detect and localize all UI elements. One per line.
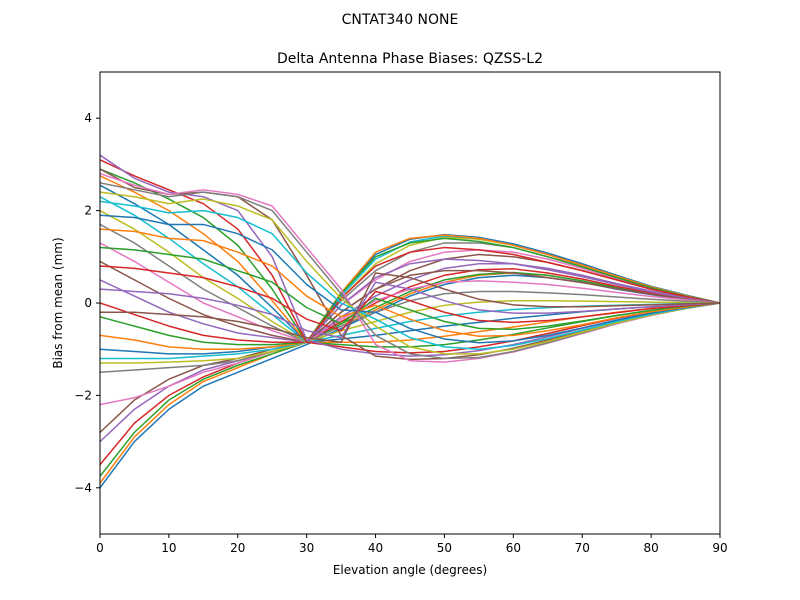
figure-suptitle: CNTAT340 NONE xyxy=(342,12,459,28)
series-line-16 xyxy=(100,260,720,344)
series-line-14 xyxy=(100,246,720,344)
y-axis: −4 −2 0 2 4 xyxy=(74,111,100,495)
series-line-11 xyxy=(100,233,720,355)
series-layer xyxy=(100,154,720,489)
x-tick-label: 70 xyxy=(575,541,590,555)
y-tick-label: 4 xyxy=(84,111,92,125)
x-tick-label: 20 xyxy=(230,541,245,555)
x-tick-label: 50 xyxy=(437,541,452,555)
series-line-4 xyxy=(100,268,720,466)
series-line-27 xyxy=(100,172,720,363)
series-line-32 xyxy=(100,228,720,338)
series-line-15 xyxy=(100,258,720,344)
series-line-5 xyxy=(100,262,720,443)
y-tick-label: 0 xyxy=(84,296,92,310)
series-line-1 xyxy=(100,274,720,489)
y-tick-label: −2 xyxy=(74,388,92,402)
x-tick-label: 60 xyxy=(506,541,521,555)
plot-frame xyxy=(99,71,721,535)
series-line-29 xyxy=(100,191,720,355)
series-line-12 xyxy=(100,234,720,350)
y-tick-label: −4 xyxy=(74,481,92,495)
series-line-36 xyxy=(100,272,720,344)
x-tick-label: 80 xyxy=(643,541,658,555)
x-tick-label: 0 xyxy=(96,541,104,555)
x-tick-label: 40 xyxy=(368,541,383,555)
y-tick-label: 2 xyxy=(84,204,92,218)
x-tick-label: 30 xyxy=(299,541,314,555)
series-line-7 xyxy=(100,249,720,406)
chart-title: Delta Antenna Phase Biases: QZSS-L2 xyxy=(277,51,543,67)
x-axis-label: Elevation angle (degrees) xyxy=(333,563,487,577)
series-line-30 xyxy=(100,200,720,350)
series-line-33 xyxy=(100,246,720,331)
x-tick-label: 90 xyxy=(712,541,727,555)
x-tick-label: 10 xyxy=(161,541,176,555)
series-line-3 xyxy=(100,271,720,477)
series-line-34 xyxy=(100,265,720,332)
series-line-31 xyxy=(100,214,720,344)
series-line-13 xyxy=(100,237,720,346)
y-axis-label: Bias from mean (mm) xyxy=(51,237,65,368)
series-line-35 xyxy=(100,281,720,339)
x-axis: 0 10 20 30 40 50 60 70 80 90 xyxy=(96,534,728,555)
